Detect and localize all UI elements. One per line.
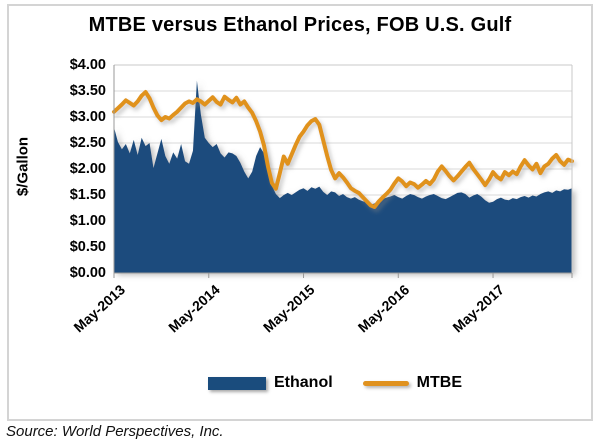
chart-frame: MTBE versus Ethanol Prices, FOB U.S. Gul… bbox=[7, 4, 593, 421]
svg-text:May-2014: May-2014 bbox=[165, 281, 223, 335]
svg-text:May-2017: May-2017 bbox=[449, 281, 507, 335]
legend-label-ethanol: Ethanol bbox=[274, 374, 333, 391]
price-chart: $4.00 $3.50 $3.00 $2.50 $2.00 $1.50 $1.00 $0.50… bbox=[70, 57, 574, 335]
svg-text:$0.00: $0.00 bbox=[70, 265, 106, 281]
svg-text:$2.00: $2.00 bbox=[70, 161, 106, 177]
svg-text:May-2016: May-2016 bbox=[355, 281, 413, 335]
svg-text:$3.00: $3.00 bbox=[70, 109, 106, 125]
legend-item-mtbe: MTBE bbox=[362, 374, 462, 392]
legend-label-mtbe: MTBE bbox=[416, 374, 462, 391]
legend: Ethanol MTBE bbox=[79, 372, 591, 394]
legend-item-ethanol: Ethanol bbox=[208, 374, 333, 392]
mtbe-line-swatch-icon bbox=[362, 380, 409, 386]
svg-text:May-2013: May-2013 bbox=[70, 281, 128, 335]
ethanol-area-swatch-icon bbox=[208, 376, 266, 390]
svg-text:$1.50: $1.50 bbox=[70, 187, 106, 203]
svg-text:$4.00: $4.00 bbox=[70, 57, 106, 73]
svg-text:$0.50: $0.50 bbox=[70, 239, 106, 255]
svg-text:May-2015: May-2015 bbox=[260, 281, 318, 335]
svg-text:$3.50: $3.50 bbox=[70, 83, 106, 99]
chart-title: MTBE versus Ethanol Prices, FOB U.S. Gul… bbox=[88, 14, 512, 36]
source-attribution: Source: World Perspectives, Inc. bbox=[6, 423, 224, 440]
svg-text:$2.50: $2.50 bbox=[70, 135, 106, 151]
svg-text:$1.00: $1.00 bbox=[70, 213, 106, 229]
